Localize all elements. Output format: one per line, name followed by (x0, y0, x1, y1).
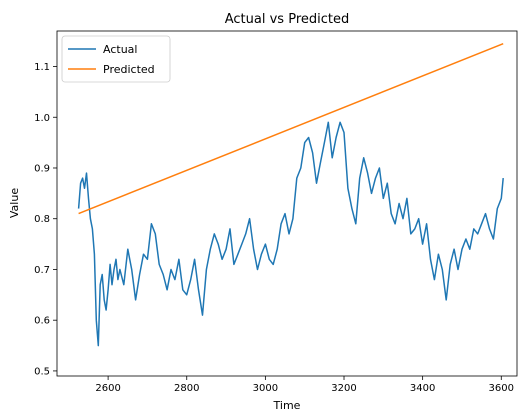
legend-label-actual: Actual (103, 43, 137, 56)
y-tick-label: 0.6 (34, 316, 50, 327)
x-axis-label: Time (273, 399, 301, 412)
y-tick-label: 0.8 (34, 214, 50, 225)
x-tick-label: 3600 (489, 383, 514, 394)
plot-frame (56, 30, 518, 377)
x-tick-label: 2600 (95, 383, 120, 394)
y-tick-label: 0.9 (34, 163, 50, 174)
series-line-actual (77, 121, 504, 347)
y-tick-label: 0.5 (34, 366, 50, 377)
x-tick-label: 3400 (410, 383, 435, 394)
y-tick-label: 1.0 (34, 113, 50, 124)
legend-label-predicted: Predicted (103, 63, 155, 76)
legend: Actual Predicted (61, 35, 171, 83)
y-tick-label: 0.7 (34, 265, 50, 276)
series-line-predicted (78, 43, 504, 215)
chart-title: Actual vs Predicted (225, 12, 349, 27)
legend-box (61, 35, 171, 83)
x-tick-label: 3000 (253, 383, 278, 394)
y-tick-label: 1.1 (34, 62, 50, 73)
x-tick-label: 3200 (331, 383, 356, 394)
x-tick-label: 2800 (174, 383, 199, 394)
y-axis-label: Value (8, 188, 21, 218)
